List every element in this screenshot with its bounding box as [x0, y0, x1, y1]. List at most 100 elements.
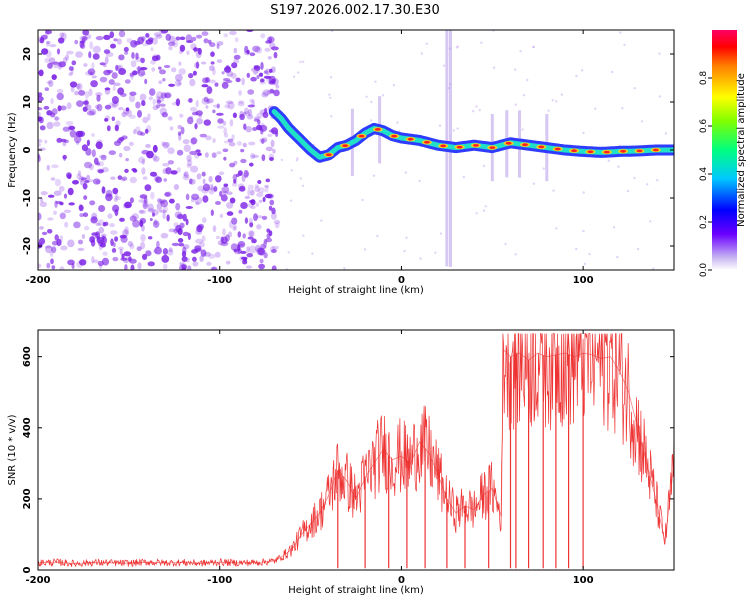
- noise-dot: [405, 236, 408, 239]
- noise-blob: [210, 51, 215, 57]
- noise-blob: [74, 135, 82, 144]
- noise-blob: [152, 144, 158, 153]
- noise-dot: [519, 50, 522, 53]
- noise-blob: [67, 187, 74, 196]
- noise-blob: [54, 116, 59, 121]
- noise-dot: [636, 247, 640, 251]
- noise-blob: [106, 125, 111, 132]
- noise-blob: [147, 203, 154, 212]
- noise-blob: [197, 152, 202, 156]
- noise-blob: [155, 34, 163, 39]
- noise-blob: [104, 221, 109, 226]
- noise-blob: [112, 103, 116, 107]
- noise-blob: [262, 136, 268, 142]
- noise-blob: [252, 45, 261, 52]
- noise-blob: [143, 203, 149, 208]
- noise-blob: [142, 202, 148, 210]
- noise-dot: [646, 183, 649, 186]
- noise-blob: [191, 111, 199, 116]
- noise-blob: [158, 209, 167, 213]
- noise-blob: [46, 41, 50, 47]
- noise-dot: [403, 249, 406, 253]
- noise-blob: [47, 217, 54, 221]
- noise-blob: [201, 171, 206, 177]
- noise-blob: [233, 54, 241, 60]
- snr-ytick-label: 600: [22, 346, 33, 367]
- noise-blob: [183, 144, 191, 153]
- noise-blob: [260, 78, 265, 83]
- noise-blob: [121, 177, 126, 182]
- noise-blob: [124, 168, 129, 173]
- noise-blob: [142, 43, 149, 47]
- noise-blob: [77, 170, 82, 177]
- noise-blob: [176, 213, 184, 220]
- noise-blob: [238, 90, 242, 96]
- noise-blob: [212, 267, 216, 270]
- noise-blob: [135, 126, 141, 132]
- noise-blob: [187, 265, 192, 270]
- noise-dot: [582, 191, 585, 194]
- noise-blob: [170, 170, 178, 175]
- noise-blob: [89, 200, 96, 206]
- noise-blob: [110, 230, 118, 235]
- noise-dot: [452, 129, 455, 132]
- noise-blob: [79, 213, 84, 218]
- spectrogram-xtick-label: 0: [398, 275, 405, 286]
- noise-blob: [213, 186, 218, 192]
- noise-blob: [112, 242, 116, 248]
- noise-blob: [159, 107, 167, 116]
- noise-blob: [256, 112, 264, 119]
- noise-blob: [95, 92, 103, 97]
- noise-dot: [633, 176, 636, 180]
- spectrogram-xlabel: Height of straight line (km): [288, 285, 424, 296]
- noise-blob: [229, 119, 234, 127]
- noise-blob: [129, 176, 137, 184]
- noise-blob: [258, 263, 265, 270]
- noise-blob: [104, 87, 111, 91]
- noise-blob: [78, 90, 86, 96]
- noise-blob: [113, 197, 118, 202]
- noise-blob: [171, 242, 180, 247]
- ridge-peak: [440, 144, 447, 148]
- noise-blob: [227, 231, 233, 238]
- noise-dot: [299, 177, 302, 180]
- noise-blob: [75, 130, 84, 138]
- noise-blob: [200, 249, 207, 257]
- noise-dot: [404, 171, 407, 174]
- noise-blob: [91, 149, 96, 158]
- noise-blob: [260, 33, 266, 39]
- noise-blob: [189, 78, 196, 87]
- noise-dot: [617, 165, 620, 168]
- noise-blob: [247, 188, 251, 197]
- noise-blob: [151, 55, 159, 62]
- noise-blob: [79, 179, 86, 186]
- noise-blob: [185, 206, 193, 209]
- noise-blob: [145, 33, 150, 38]
- noise-blob: [197, 223, 205, 230]
- noise-blob: [258, 247, 265, 256]
- noise-blob: [182, 213, 187, 222]
- noise-blob: [145, 250, 152, 257]
- noise-blob: [265, 146, 273, 152]
- noise-blob: [60, 105, 67, 111]
- noise-blob: [178, 133, 182, 141]
- noise-blob: [162, 78, 166, 82]
- spectrogram-ytick-label: 10: [22, 95, 33, 109]
- noise-blob: [246, 49, 250, 55]
- noise-blob: [92, 45, 101, 54]
- noise-blob: [269, 68, 273, 73]
- noise-blob: [150, 191, 155, 200]
- noise-blob: [197, 185, 205, 192]
- noise-blob: [229, 30, 237, 36]
- noise-blob: [140, 241, 146, 250]
- noise-blob: [243, 111, 251, 116]
- noise-blob: [216, 41, 224, 46]
- noise-blob: [150, 171, 157, 177]
- noise-dot: [374, 80, 377, 83]
- noise-blob: [67, 239, 75, 248]
- noise-blob: [256, 192, 264, 198]
- noise-blob: [192, 256, 197, 262]
- noise-blob: [116, 65, 122, 70]
- noise-dot: [292, 75, 296, 78]
- noise-dot: [420, 52, 423, 55]
